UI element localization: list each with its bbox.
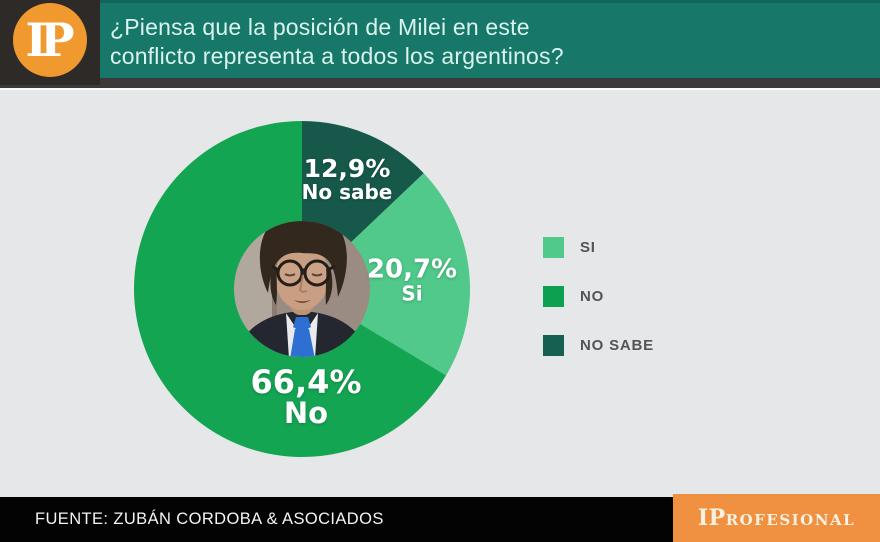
legend-swatch-no xyxy=(543,286,564,307)
page-title: ¿Piensa que la posición de Milei en este… xyxy=(110,13,564,71)
brand-initial-i: I xyxy=(697,505,709,531)
legend-label-si: SI xyxy=(580,239,596,256)
legend-row-si: SI xyxy=(543,237,654,258)
brand-box: IPROFESIONAL xyxy=(673,494,880,542)
slice-pct-no: 66,4% xyxy=(250,362,362,401)
brand-initial-p: P xyxy=(708,505,726,531)
slice-label-si: 20,7% Si xyxy=(367,257,457,304)
legend-row-no: NO xyxy=(543,286,654,307)
slice-pct-si: 20,7% xyxy=(366,254,458,285)
pie-slice-si xyxy=(302,173,470,376)
iprofesional-wordmark: IPROFESIONAL xyxy=(698,505,855,531)
slice-name-no: No xyxy=(283,395,329,430)
legend-label-no: NO xyxy=(580,288,605,305)
legend: SI NO NO SABE xyxy=(543,237,654,384)
pie-chart xyxy=(134,121,470,457)
slice-pct-no-sabe: 12,9% xyxy=(303,154,391,184)
slice-label-no-sabe: 12,9% No sabe xyxy=(302,156,393,202)
header-bar xyxy=(0,0,880,78)
header-divider-light xyxy=(0,88,880,90)
chart-area: 12,9% No sabe 20,7% Si 66,4% No SI NO NO… xyxy=(0,90,880,497)
legend-label-no-sabe: NO SABE xyxy=(580,337,654,354)
iprofesional-logo-icon: IP xyxy=(13,3,87,77)
slice-name-si: Si xyxy=(401,281,423,306)
legend-row-no-sabe: NO SABE xyxy=(543,335,654,356)
legend-swatch-si xyxy=(543,237,564,258)
question-line2: conflicto representa a todos los argenti… xyxy=(110,43,564,69)
slice-label-no: 66,4% No xyxy=(250,366,361,428)
source-text: FUENTE: ZUBÁN CORDOBA & ASOCIADOS xyxy=(35,510,384,528)
header-divider-dark xyxy=(0,78,880,88)
logo-box: IP xyxy=(0,0,100,85)
footer-bar: FUENTE: ZUBÁN CORDOBA & ASOCIADOS IPROFE… xyxy=(0,494,880,542)
slice-name-no-sabe: No sabe xyxy=(301,179,393,204)
legend-swatch-no-sabe xyxy=(543,335,564,356)
brand-rest: ROFESIONAL xyxy=(725,511,856,529)
question-line1: ¿Piensa que la posición de Milei en este xyxy=(110,14,530,40)
